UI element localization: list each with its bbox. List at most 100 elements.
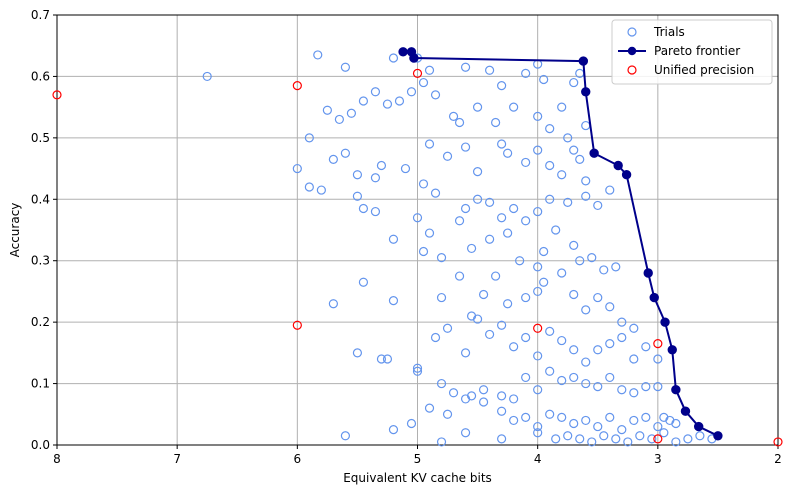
trial-point bbox=[521, 332, 531, 343]
trial-point bbox=[485, 234, 495, 244]
trial-point bbox=[533, 428, 543, 438]
x-tick-label: 8 bbox=[53, 452, 61, 466]
trial-point bbox=[485, 329, 495, 340]
trial-point bbox=[557, 375, 567, 386]
trial-point bbox=[593, 345, 603, 355]
trial-point bbox=[605, 302, 615, 312]
legend-item-unified-precision: Unified precision bbox=[627, 63, 754, 77]
trial-point bbox=[581, 357, 591, 367]
trial-point bbox=[617, 385, 627, 395]
trial-point bbox=[581, 378, 591, 389]
trial-point bbox=[472, 314, 483, 324]
trial-point bbox=[491, 117, 501, 128]
trial-point bbox=[436, 253, 447, 263]
pareto-point bbox=[660, 317, 670, 327]
trial-point bbox=[629, 388, 639, 398]
trial-point bbox=[503, 228, 513, 238]
trial-point bbox=[352, 170, 363, 180]
trial-point bbox=[653, 354, 663, 364]
trial-point bbox=[533, 145, 543, 155]
trial-point bbox=[557, 102, 567, 112]
y-tick-label: 0.6 bbox=[31, 69, 50, 83]
unified-precision-point bbox=[292, 320, 302, 330]
trial-point bbox=[593, 292, 603, 303]
trial-point bbox=[370, 87, 381, 97]
pareto-frontier-series bbox=[398, 47, 723, 441]
trial-point bbox=[406, 87, 417, 97]
trial-point bbox=[593, 200, 603, 211]
trial-point bbox=[442, 323, 453, 333]
trial-point bbox=[442, 409, 453, 419]
trial-point bbox=[460, 348, 471, 358]
trial-point bbox=[370, 173, 381, 183]
trial-point bbox=[509, 415, 519, 426]
trial-point bbox=[382, 354, 393, 364]
trial-point bbox=[352, 348, 363, 358]
trial-point bbox=[653, 382, 663, 392]
trial-point bbox=[659, 428, 669, 438]
trial-point bbox=[485, 197, 495, 207]
trial-point bbox=[460, 62, 471, 72]
unified-precision-point bbox=[52, 90, 62, 100]
trial-point bbox=[460, 203, 471, 214]
trial-point bbox=[424, 228, 435, 238]
trial-point bbox=[521, 412, 531, 422]
trial-point bbox=[430, 188, 441, 198]
trial-point bbox=[460, 394, 471, 404]
trial-point bbox=[358, 203, 369, 214]
trial-point bbox=[497, 434, 507, 444]
trial-point bbox=[430, 90, 441, 100]
x-tick-label: 5 bbox=[414, 452, 422, 466]
trial-point bbox=[454, 117, 465, 128]
trial-point bbox=[292, 163, 302, 174]
trials-series bbox=[202, 50, 717, 447]
trial-point bbox=[346, 108, 357, 118]
trial-point bbox=[569, 418, 579, 429]
trial-point bbox=[388, 53, 399, 63]
legend-label: Unified precision bbox=[654, 63, 754, 77]
pareto-point bbox=[671, 385, 681, 395]
trial-point bbox=[503, 148, 513, 158]
trial-point bbox=[671, 437, 681, 447]
trial-point bbox=[460, 142, 471, 152]
trial-point bbox=[557, 412, 567, 422]
trial-point bbox=[629, 415, 639, 426]
trial-point bbox=[545, 409, 555, 419]
trial-point bbox=[575, 256, 585, 266]
trial-point bbox=[466, 243, 477, 254]
trial-point bbox=[647, 434, 657, 444]
y-axis-ticks: 0.0 0.1 0.2 0.3 0.4 0.5 0.6 0.7 bbox=[31, 8, 57, 452]
trial-point bbox=[448, 111, 459, 121]
pareto-point bbox=[649, 292, 659, 303]
y-tick-label: 0.3 bbox=[31, 254, 50, 268]
trial-point bbox=[454, 216, 465, 226]
trial-point bbox=[545, 366, 555, 376]
trial-point bbox=[611, 262, 621, 272]
trial-point bbox=[388, 425, 399, 435]
trial-point bbox=[304, 133, 314, 143]
trial-point bbox=[472, 167, 483, 177]
trial-point bbox=[569, 289, 579, 300]
trial-point bbox=[497, 139, 507, 149]
trial-point bbox=[581, 191, 591, 201]
trial-point bbox=[322, 105, 332, 115]
pareto-point bbox=[693, 421, 704, 432]
trial-point bbox=[418, 179, 429, 189]
trial-point bbox=[557, 335, 567, 346]
y-tick-label: 0.0 bbox=[31, 438, 50, 452]
trial-point bbox=[418, 246, 429, 257]
trial-point bbox=[442, 151, 453, 161]
y-tick-label: 0.5 bbox=[31, 131, 50, 145]
trial-point bbox=[521, 292, 531, 303]
pareto-frontier-line bbox=[403, 50, 719, 437]
trial-point bbox=[569, 145, 579, 155]
x-tick-label: 2 bbox=[774, 452, 782, 466]
trial-point bbox=[605, 185, 615, 195]
trial-point bbox=[569, 372, 579, 383]
trial-point bbox=[340, 431, 350, 441]
trial-point bbox=[436, 292, 447, 303]
trial-point bbox=[412, 363, 423, 373]
trial-point bbox=[539, 277, 549, 287]
trial-point bbox=[328, 299, 338, 309]
trial-point bbox=[575, 154, 585, 164]
